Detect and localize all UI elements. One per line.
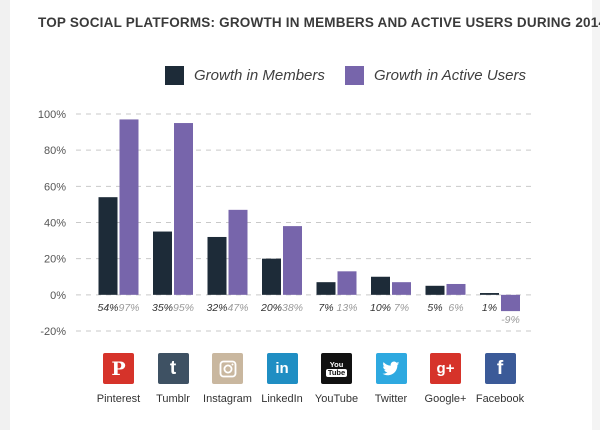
bar-active: [446, 283, 466, 295]
youtube-icon: You Tube: [321, 353, 352, 384]
data-label-members: 7%: [318, 302, 333, 314]
y-tick-label: 20%: [44, 254, 66, 266]
frame-edge-left: [0, 0, 10, 430]
pinterest-icon: P: [103, 353, 134, 384]
platform-label: Instagram: [203, 393, 252, 405]
bar-active: [228, 209, 248, 295]
bar-active: [337, 271, 357, 295]
data-label-active: -9%: [501, 314, 520, 326]
bar-active: [119, 119, 139, 295]
platform-twitter: Twitter: [351, 353, 431, 405]
y-tick-label: -20%: [40, 326, 66, 338]
legend-members-label: Growth in Members: [194, 67, 325, 84]
y-tick-label: 40%: [44, 218, 66, 230]
bar-active: [174, 123, 193, 295]
bar-members: [316, 282, 336, 295]
bar-members: [153, 231, 172, 295]
platform-label: Pinterest: [96, 393, 141, 405]
legend-active-swatch: [345, 66, 364, 85]
data-label-active: 6%: [448, 302, 463, 314]
data-label-members: 5%: [427, 302, 442, 314]
bar-members: [480, 293, 499, 295]
platform-pinterest: P Pinterest: [79, 353, 159, 405]
data-label-members: 20%: [260, 302, 282, 314]
legend-members: Growth in Members: [165, 66, 325, 85]
platform-google: g+ Google+: [406, 353, 486, 405]
legend-members-swatch: [165, 66, 184, 85]
data-label-active: 38%: [282, 302, 303, 314]
data-label-members: 32%: [206, 302, 227, 314]
platform-facebook: f Facebook: [460, 353, 540, 405]
platform-youtube: You Tube YouTube: [297, 353, 377, 405]
bar-active: [392, 282, 411, 295]
instagram-icon: [212, 353, 243, 384]
platform-label: Facebook: [475, 393, 525, 405]
platform-label: Twitter: [374, 393, 408, 405]
data-label-members: 10%: [370, 302, 391, 314]
legend-active-label: Growth in Active Users: [374, 67, 526, 84]
legend-active: Growth in Active Users: [345, 66, 526, 85]
platform-tumblr: t Tumblr: [133, 353, 213, 405]
platform-label: YouTube: [314, 393, 359, 405]
google-plus-icon: g+: [430, 353, 461, 384]
data-label-members: 54%: [97, 302, 118, 314]
bar-members: [425, 285, 445, 295]
y-tick-label: 0%: [50, 290, 66, 302]
tumblr-icon: t: [157, 353, 189, 384]
bar-active: [283, 226, 302, 295]
platform-label: Tumblr: [156, 393, 190, 405]
bar-members: [98, 197, 118, 295]
twitter-icon: [375, 353, 407, 384]
bar-members: [207, 236, 227, 295]
facebook-icon: f: [484, 353, 516, 384]
data-label-members: 1%: [482, 302, 497, 314]
data-label-active: 95%: [173, 302, 194, 314]
platform-label: Google+: [424, 393, 467, 405]
platform-instagram: Instagram: [188, 353, 268, 405]
y-tick-label: 80%: [44, 145, 66, 157]
data-label-active: 97%: [118, 302, 139, 314]
bar-members: [262, 258, 281, 295]
data-label-active: 47%: [227, 302, 248, 314]
data-label-active: 13%: [336, 302, 357, 314]
bar-active: [501, 294, 520, 312]
data-label-members: 35%: [152, 302, 173, 314]
frame-edge-right: [592, 0, 600, 430]
bar-members: [371, 276, 390, 295]
linkedin-icon: in: [266, 353, 298, 384]
chart-title: TOP SOCIAL PLATFORMS: GROWTH IN MEMBERS …: [38, 15, 600, 30]
data-label-active: 7%: [394, 302, 409, 314]
platform-label: LinkedIn: [261, 393, 303, 405]
platform-linkedin: in LinkedIn: [242, 353, 322, 405]
y-tick-label: 100%: [38, 109, 66, 121]
y-tick-label: 60%: [44, 181, 66, 193]
